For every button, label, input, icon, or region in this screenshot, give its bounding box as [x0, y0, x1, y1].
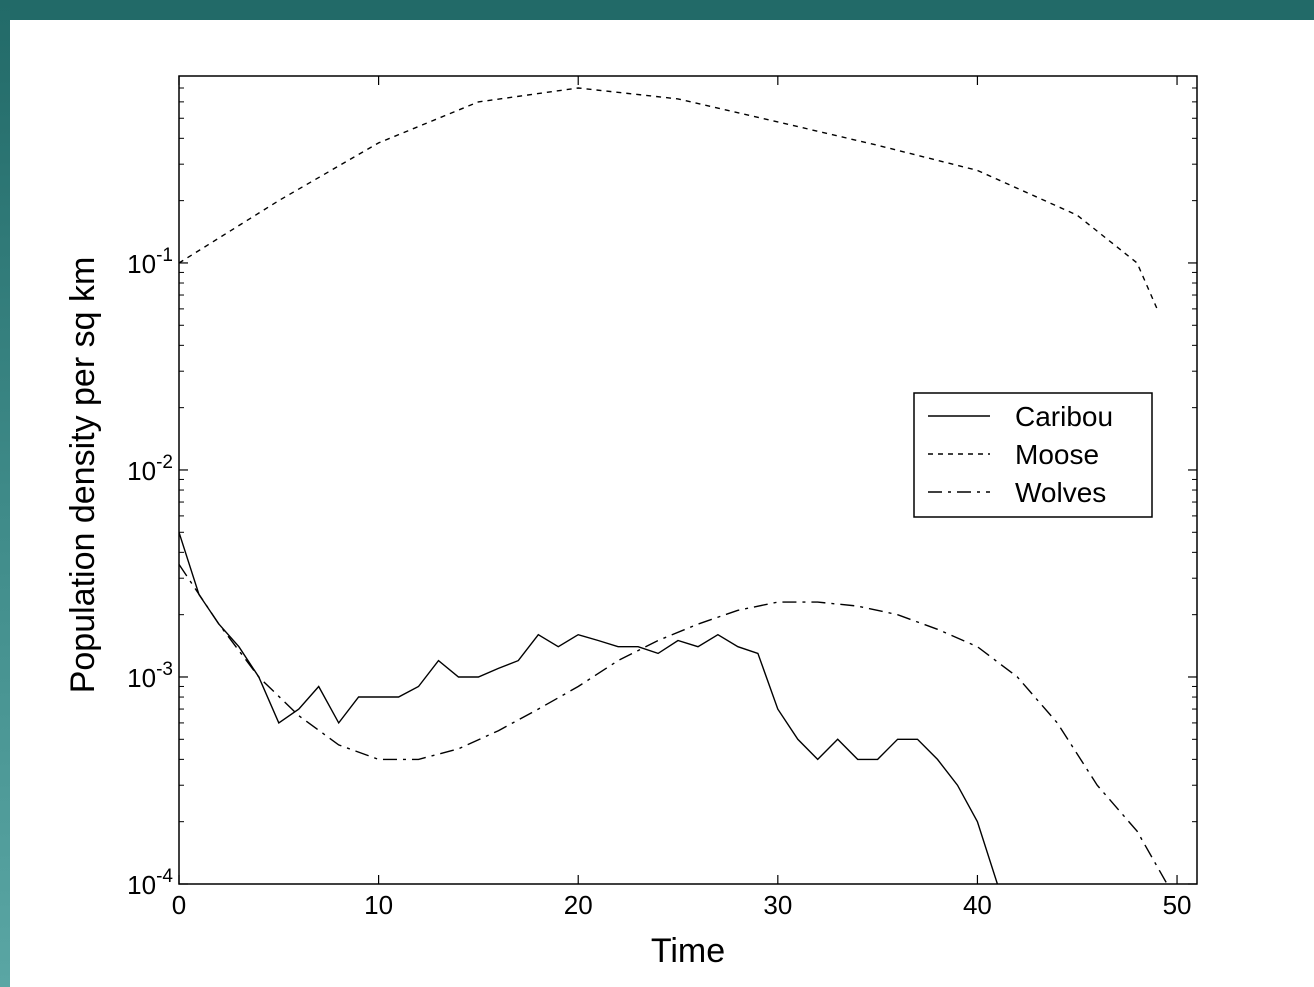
x-axis-title: Time — [651, 932, 725, 970]
legend: Caribou Moose Wolves — [913, 392, 1153, 518]
y-tick-label: 10-1 — [127, 245, 173, 279]
series-line-moose — [179, 87, 1158, 310]
series-line-wolves — [179, 564, 1168, 884]
x-tick-label: 20 — [564, 890, 593, 920]
x-tick-label: 10 — [364, 890, 393, 920]
y-tick-label: 10-4 — [127, 866, 173, 900]
slide-top-band — [0, 0, 1314, 20]
legend-label-caribou: Caribou — [1015, 401, 1113, 432]
chart-marks — [179, 87, 1168, 884]
legend-label-wolves: Wolves — [1015, 477, 1106, 508]
slide-left-band — [0, 0, 10, 987]
plot-area-frame — [178, 75, 1198, 885]
y-tick-label: 10-2 — [127, 452, 173, 486]
axis-tick-labels: 0 10 20 30 40 50 10-1 10-2 10-3 10-4 — [127, 245, 1191, 920]
x-tick-label: 50 — [1163, 890, 1192, 920]
y-axis-title: Population density per sq km — [64, 257, 102, 694]
legend-label-moose: Moose — [1015, 439, 1099, 470]
x-tick-label: 40 — [963, 890, 992, 920]
x-tick-label: 0 — [172, 890, 186, 920]
legend-box — [913, 392, 1153, 518]
axis-ticks — [178, 76, 1197, 885]
y-tick-label: 10-3 — [127, 659, 173, 693]
x-tick-label: 30 — [763, 890, 792, 920]
series-line-caribou — [179, 532, 999, 884]
